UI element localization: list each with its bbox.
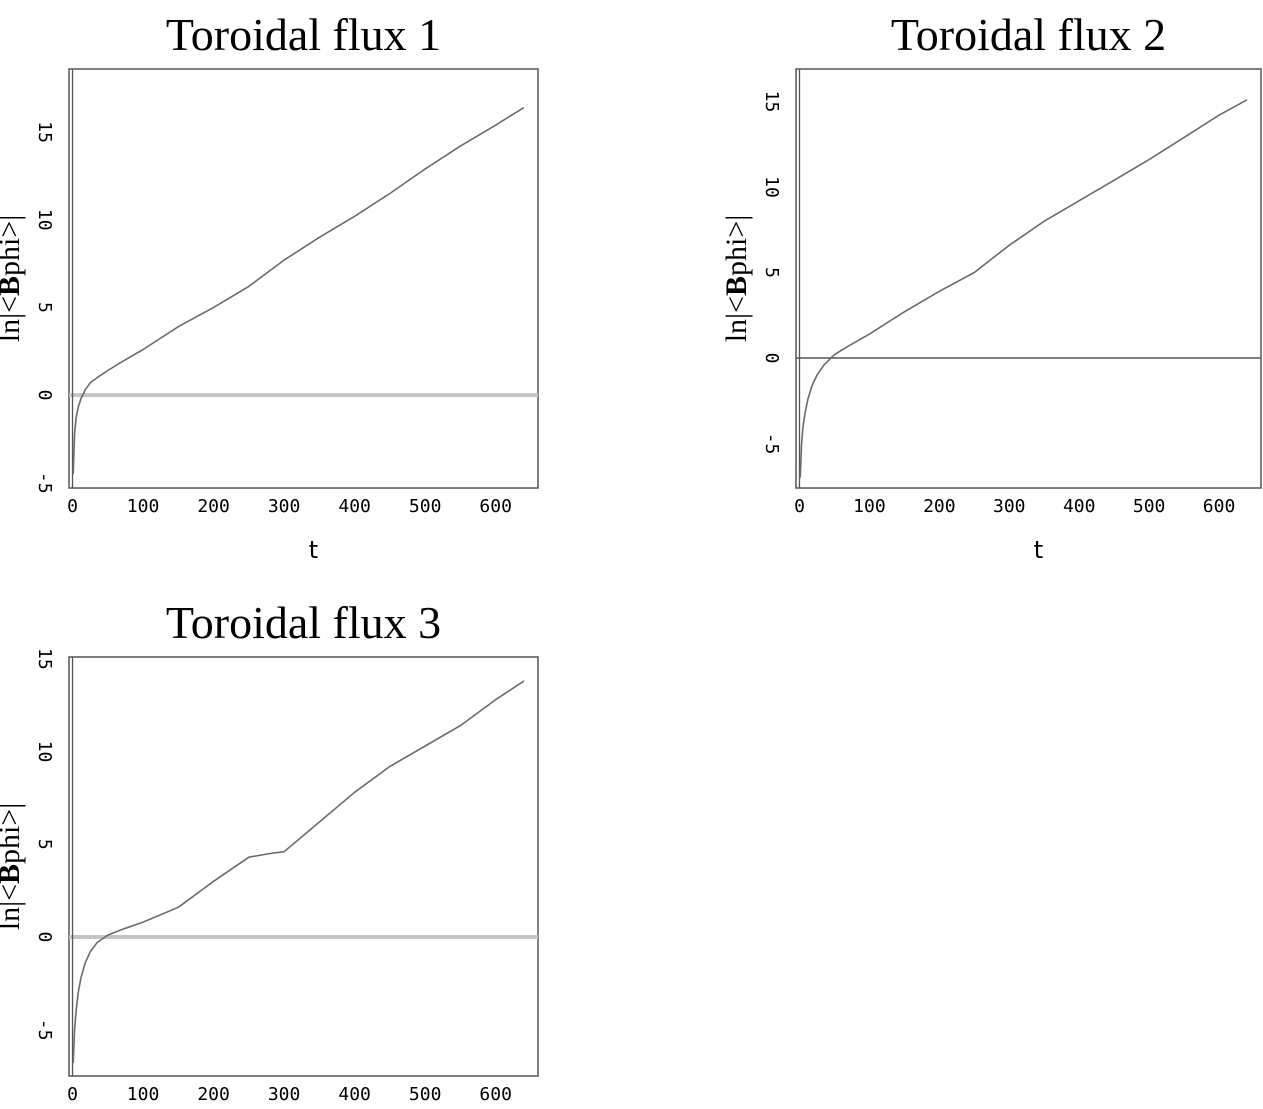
y-tick-label: 0	[34, 932, 55, 943]
y-axis-label-suffix: phi>|	[0, 803, 26, 864]
y-tick-label: -5	[34, 1019, 55, 1041]
y-tick-label: 5	[761, 267, 782, 278]
y-tick-label: -5	[761, 433, 782, 455]
plot-frame	[68, 68, 539, 489]
y-axis-label-prefix: ln|<	[0, 884, 26, 930]
x-tick-label: 400	[338, 496, 371, 517]
y-axis-label: ln|<Bphi>|	[0, 803, 26, 931]
x-tick-label: 0	[67, 496, 78, 517]
y-tick-label: 0	[34, 390, 55, 401]
chart-panel-1: 0 100 200 300 400 500 600 -5 0 5 10 15 Toroidal flux…	[0, 9, 539, 564]
y-tick-label: -5	[34, 472, 55, 494]
y-axis-label-suffix: phi>|	[720, 215, 753, 276]
series-line	[799, 99, 1248, 478]
plot-frame	[795, 68, 1262, 489]
x-tick-label: 600	[479, 1084, 512, 1105]
y-tick-label: 15	[761, 91, 782, 113]
x-tick-label: 100	[127, 496, 160, 517]
x-tick-label: 400	[1063, 496, 1096, 517]
y-tick-label: 5	[34, 839, 55, 850]
series-line	[72, 680, 525, 1064]
x-axis-label: t	[309, 536, 318, 564]
x-tick-label: 200	[197, 1084, 230, 1105]
chart-panel-3: 0 100 200 300 400 500 600 -5 0 5 10 15 Toroidal flux…	[0, 597, 539, 1105]
x-tick-label: 300	[993, 496, 1026, 517]
x-axis-label: t	[1034, 536, 1043, 564]
y-tick-label: 15	[34, 648, 55, 670]
chart-title: Toroidal flux 2	[891, 9, 1166, 60]
chart-title: Toroidal flux 3	[166, 597, 441, 648]
x-tick-label: 300	[268, 496, 301, 517]
y-tick-label: 15	[34, 121, 55, 143]
series-line	[72, 106, 525, 475]
x-tick-label: 100	[853, 496, 886, 517]
x-tick-label: 400	[338, 1084, 371, 1105]
x-tick-label: 0	[67, 1084, 78, 1105]
x-tick-label: 600	[1203, 496, 1236, 517]
y-tick-label: 10	[34, 741, 55, 763]
plot-frame	[68, 656, 539, 1077]
chart-title: Toroidal flux 1	[166, 9, 441, 60]
x-tick-label: 200	[923, 496, 956, 517]
x-tick-label: 100	[127, 1084, 160, 1105]
x-tick-label: 600	[479, 496, 512, 517]
y-axis-label-prefix: ln|<	[720, 296, 753, 342]
y-axis-label: ln|<Bphi>|	[0, 215, 26, 343]
x-tick-label: 300	[268, 1084, 301, 1105]
y-tick-label: 10	[34, 209, 55, 231]
x-tick-label: 500	[1133, 496, 1166, 517]
y-axis-label: ln|<Bphi>|	[720, 215, 753, 343]
x-tick-label: 0	[794, 496, 805, 517]
y-tick-label: 10	[761, 176, 782, 198]
y-axis-label-suffix: phi>|	[0, 215, 26, 276]
x-tick-label: 500	[409, 496, 442, 517]
y-axis-label-bold: B	[0, 864, 26, 884]
y-tick-label: 5	[34, 302, 55, 313]
y-tick-label: 0	[761, 353, 782, 364]
chart-panel-2: 0 100 200 300 400 500 600 -5 0 5 10 15 Toroidal flux…	[720, 9, 1262, 564]
y-axis-label-bold: B	[0, 276, 26, 296]
y-axis-label-bold: B	[720, 276, 753, 296]
x-tick-label: 200	[197, 496, 230, 517]
x-tick-label: 500	[409, 1084, 442, 1105]
y-axis-label-prefix: ln|<	[0, 296, 26, 342]
